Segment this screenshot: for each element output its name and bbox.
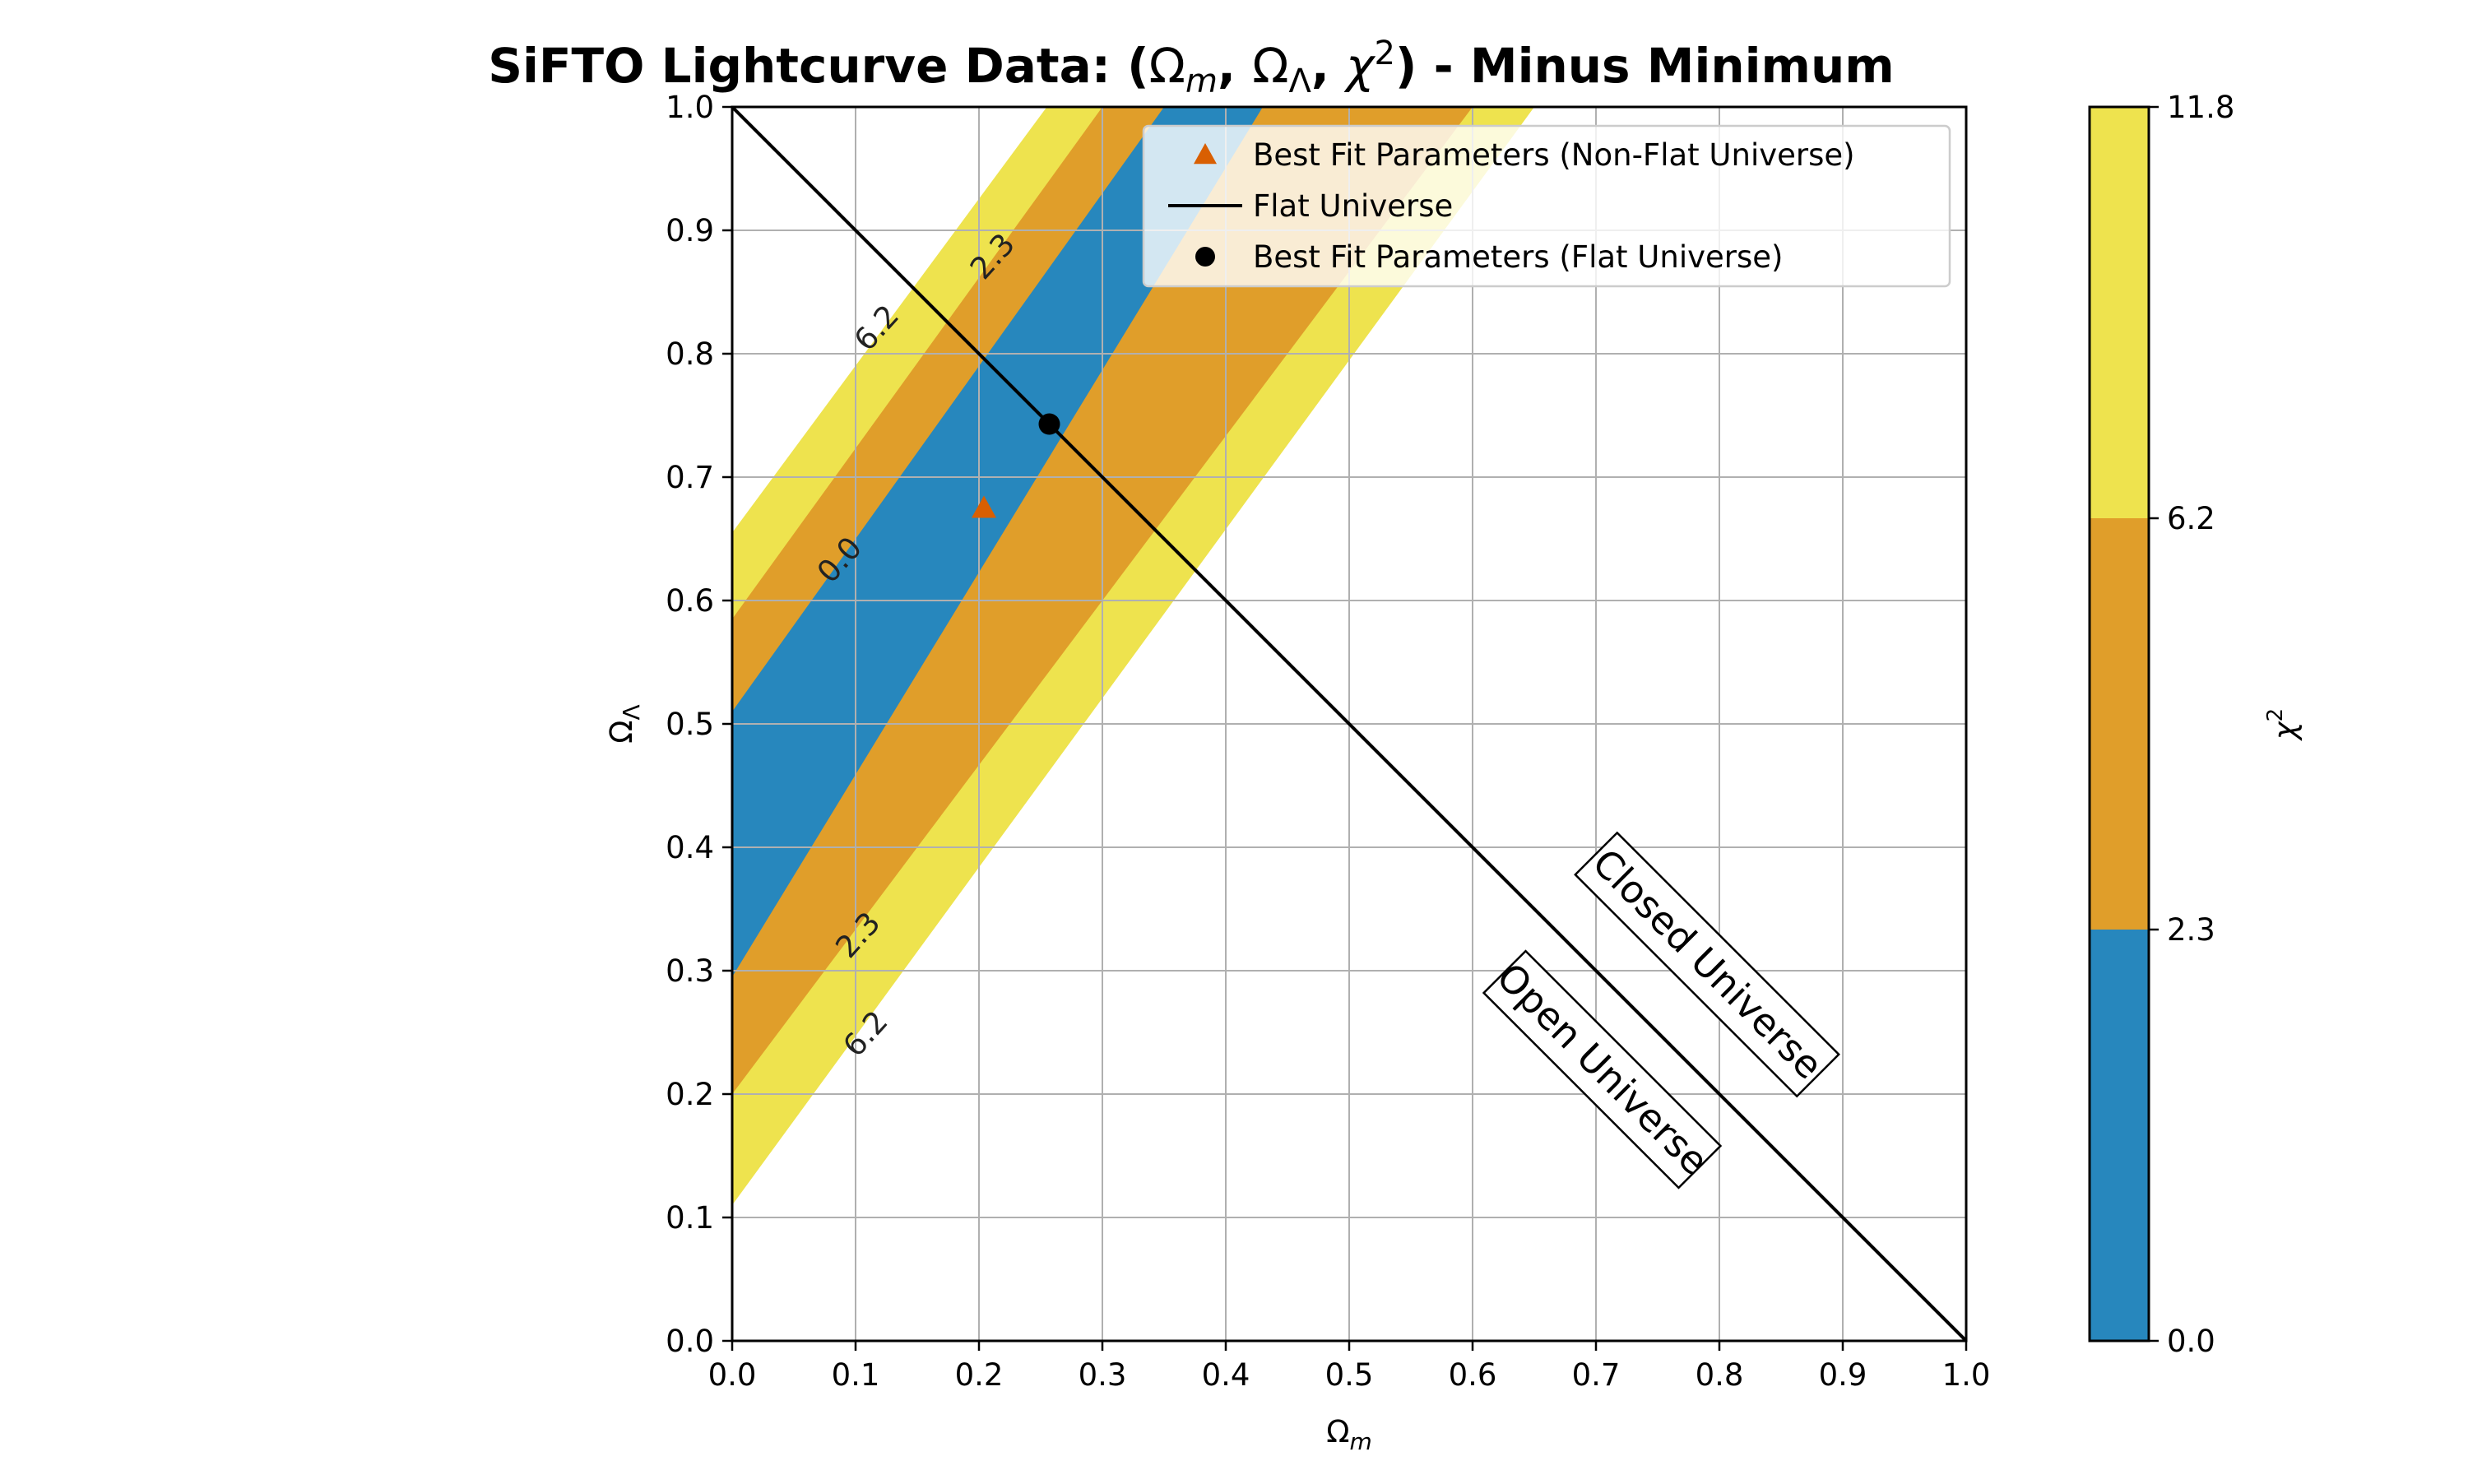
x-tick-label: 0.3 [1079,1357,1127,1393]
x-tick-label: 0.1 [832,1357,880,1393]
chart-title: SiFTO Lightcurve Data: (Ωm, ΩΛ, χ2) - Mi… [488,35,1894,100]
colorbar-tick-label: 6.2 [2167,501,2215,536]
y-tick-label: 0.8 [666,336,714,372]
legend-swatch-triangle [1194,143,1217,165]
y-tick-label: 0.0 [666,1324,714,1359]
x-tick-label: 0.6 [1449,1357,1497,1393]
x-tick-label: 0.8 [1696,1357,1744,1393]
x-tick-label: 0.0 [708,1357,757,1393]
axis-ticks: 0.0 0.1 0.2 0.3 0.4 0.5 0.6 0.7 0.8 0.9 1.0 0.0 0.1 0… [666,90,1990,1393]
y-tick-label: 0.3 [666,953,714,989]
colorbar-frame [2088,105,2150,1343]
legend-label: Flat Universe [1253,188,1453,224]
annotation-text: Open Universe [1488,954,1717,1183]
y-axis-label: ΩΛ [604,704,645,743]
colorbar-tick-label: 11.8 [2167,90,2234,125]
legend-swatch-circle [1195,247,1215,267]
legend-label: Best Fit Parameters (Flat Universe) [1253,239,1783,275]
x-tick-label: 0.5 [1325,1357,1374,1393]
x-tick-label: 0.2 [955,1357,1004,1393]
colorbar-tick-label: 0.0 [2167,1324,2215,1359]
colorbar-label: χ2 [2263,708,2303,741]
colorbar-segment [2090,930,2149,1341]
colorbar: 0.0 2.3 6.2 11.8 [2088,90,2234,1359]
y-tick-label: 0.5 [666,707,714,742]
annotation-box [1574,831,1840,1098]
y-tick-label: 0.4 [666,830,714,865]
x-axis-label: Ωm [1326,1414,1372,1455]
y-tick-label: 0.2 [666,1077,714,1112]
contour-band-0-2.3 [732,107,1263,977]
best-fit-nonflat-marker [972,495,996,518]
legend: Best Fit Parameters (Non-Flat Universe) F… [1142,124,1951,288]
x-tick-label: 0.9 [1819,1357,1867,1393]
y-tick-label: 0.9 [666,213,714,248]
colorbar-tick-label: 2.3 [2167,912,2215,948]
y-tick-label: 0.7 [666,460,714,495]
x-tick-label: 1.0 [1942,1357,1991,1393]
legend-label: Best Fit Parameters (Non-Flat Universe) [1253,137,1855,173]
legend-box [1142,124,1951,288]
colorbar-segment [2090,518,2149,930]
annotation-box [1482,949,1723,1190]
y-tick-label: 0.1 [666,1200,714,1236]
y-tick-label: 1.0 [666,90,714,125]
x-tick-label: 0.7 [1572,1357,1621,1393]
flat-universe-line [732,107,1966,1341]
colorbar-segment [2090,107,2149,518]
x-tick-label: 0.4 [1202,1357,1250,1393]
y-tick-label: 0.6 [666,583,714,619]
series-layer [732,107,1966,1341]
best-fit-flat-marker [1038,413,1060,435]
